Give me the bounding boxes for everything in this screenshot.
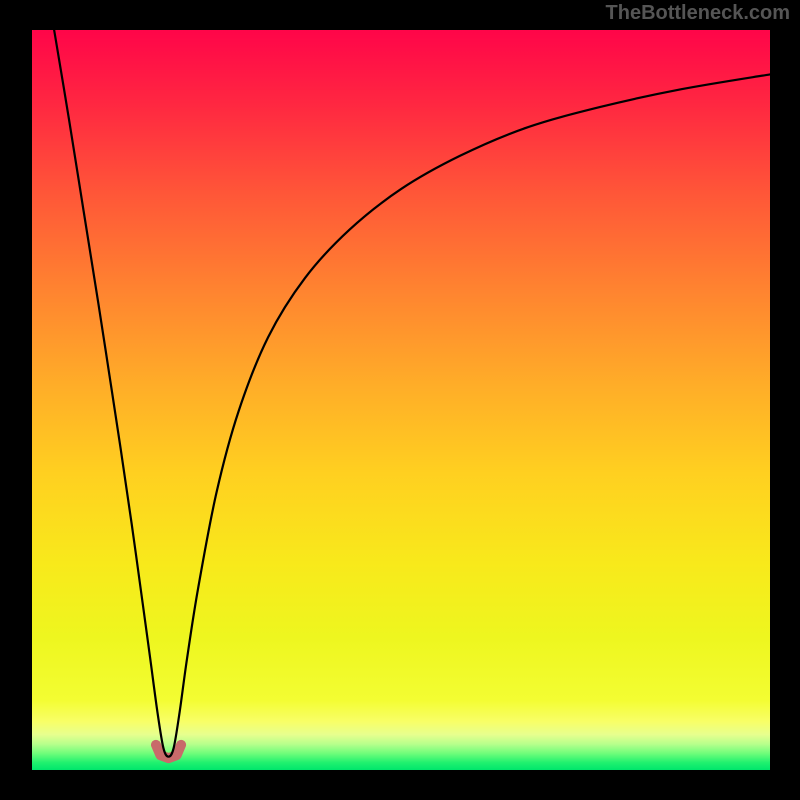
chart-svg [0, 0, 800, 800]
plot-background [32, 30, 770, 770]
chart-container: TheBottleneck.com [0, 0, 800, 800]
watermark-text: TheBottleneck.com [606, 2, 790, 25]
